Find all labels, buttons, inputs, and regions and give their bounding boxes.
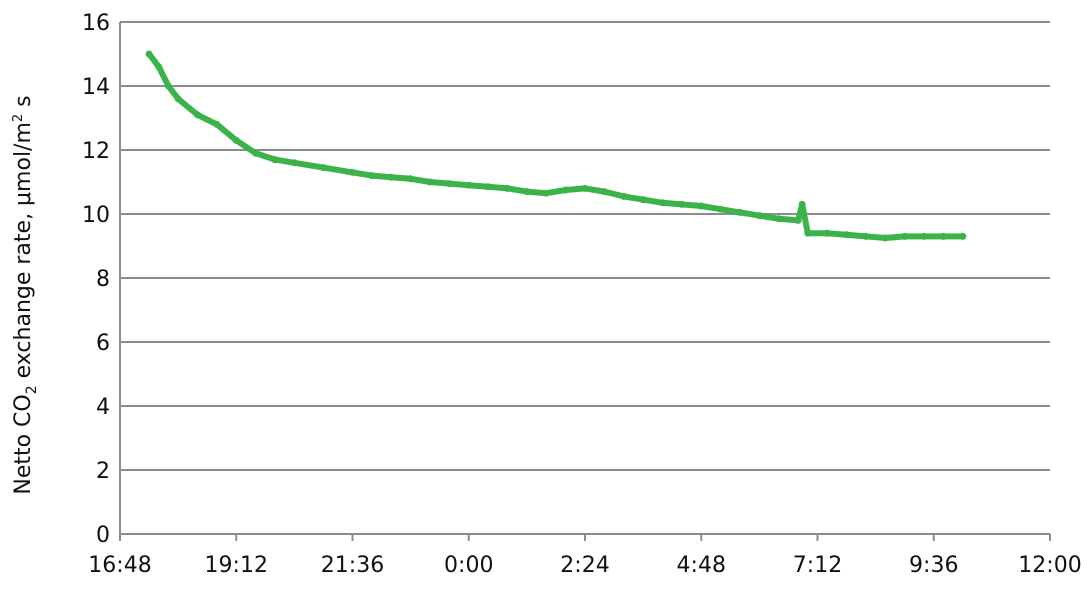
data-point-0-0 — [145, 50, 153, 58]
data-point-0-35 — [798, 200, 806, 208]
data-point-0-2 — [164, 82, 172, 90]
data-point-0-23 — [581, 184, 589, 192]
data-point-0-16 — [445, 180, 453, 188]
x-tick-label-8: 12:00 — [1018, 553, 1081, 578]
data-point-0-30 — [717, 205, 725, 213]
data-point-0-29 — [697, 202, 705, 210]
y-axis-title-prefix: Netto CO — [11, 394, 36, 494]
data-point-0-31 — [736, 208, 744, 216]
y-axis-title: Netto CO2 exchange rate, μmol/m2 s — [11, 95, 40, 494]
data-point-0-34 — [794, 216, 802, 224]
data-point-0-33 — [775, 215, 783, 223]
data-point-0-18 — [484, 183, 492, 191]
data-point-0-32 — [755, 212, 763, 220]
gridlines — [119, 21, 1051, 541]
data-point-0-28 — [678, 200, 686, 208]
data-point-0-43 — [939, 232, 947, 240]
data-point-0-44 — [959, 232, 967, 240]
data-point-0-38 — [843, 231, 851, 239]
data-point-0-15 — [426, 178, 434, 186]
data-point-0-6 — [232, 136, 240, 144]
data-point-0-41 — [901, 232, 909, 240]
data-point-0-21 — [542, 189, 550, 197]
data-point-0-39 — [862, 232, 870, 240]
y-tick-label-0: 0 — [96, 523, 110, 548]
data-point-0-4 — [194, 111, 201, 119]
series-line-0 — [146, 51, 966, 241]
data-point-0-37 — [823, 229, 831, 237]
data-point-0-40 — [881, 234, 889, 242]
x-tick-label-0: 16:48 — [88, 553, 151, 578]
data-point-0-5 — [213, 120, 221, 128]
data-point-0-42 — [920, 232, 928, 240]
data-point-0-1 — [155, 63, 163, 71]
data-point-0-7 — [252, 149, 260, 157]
data-point-0-11 — [349, 168, 356, 176]
y-axis-title-middle: exchange rate, μmol/m — [11, 122, 36, 385]
x-tick-label-7: 9:36 — [909, 553, 958, 578]
y-tick-label-14: 14 — [82, 75, 110, 100]
data-series — [145, 50, 967, 242]
data-point-0-25 — [620, 192, 628, 200]
x-tick-label-1: 19:12 — [205, 553, 268, 578]
data-point-0-17 — [465, 181, 473, 189]
y-tick-label-16: 16 — [82, 11, 110, 36]
y-tick-label-4: 4 — [96, 395, 110, 420]
data-point-0-12 — [368, 172, 376, 180]
data-point-0-14 — [407, 175, 415, 183]
data-point-0-8 — [271, 156, 279, 164]
y-tick-label-10: 10 — [82, 203, 110, 228]
data-point-0-13 — [387, 173, 395, 181]
y-axis-title-subscript: 2 — [24, 385, 40, 394]
data-point-0-26 — [639, 196, 647, 204]
data-point-0-22 — [562, 186, 570, 194]
x-tick-label-6: 7:12 — [793, 553, 842, 578]
y-tick-label-12: 12 — [82, 139, 110, 164]
y-tick-label-8: 8 — [96, 267, 110, 292]
y-tick-label-6: 6 — [96, 331, 110, 356]
data-point-0-19 — [504, 184, 511, 192]
x-tick-label-4: 2:24 — [560, 553, 609, 578]
y-axis-tick-labels: 0 2 4 6 8 10 12 14 16 — [82, 11, 110, 548]
data-point-0-9 — [290, 159, 298, 167]
x-tick-label-2: 21:36 — [321, 553, 384, 578]
data-point-0-3 — [174, 95, 182, 103]
data-point-0-20 — [523, 188, 531, 196]
data-point-0-27 — [659, 199, 666, 207]
y-axis-title-superscript: 2 — [11, 114, 26, 122]
data-point-0-24 — [600, 188, 608, 196]
y-tick-label-2: 2 — [96, 459, 110, 484]
x-axis-tick-labels: 16:48 19:12 21:36 0:00 2:24 4:48 7:12 9:36 12:00 — [88, 553, 1081, 578]
x-tick-label-3: 0:00 — [444, 553, 493, 578]
y-axis-title-suffix: s — [11, 95, 36, 113]
x-tick-label-5: 4:48 — [677, 553, 726, 578]
data-point-0-10 — [319, 164, 327, 172]
data-point-0-36 — [804, 229, 812, 237]
